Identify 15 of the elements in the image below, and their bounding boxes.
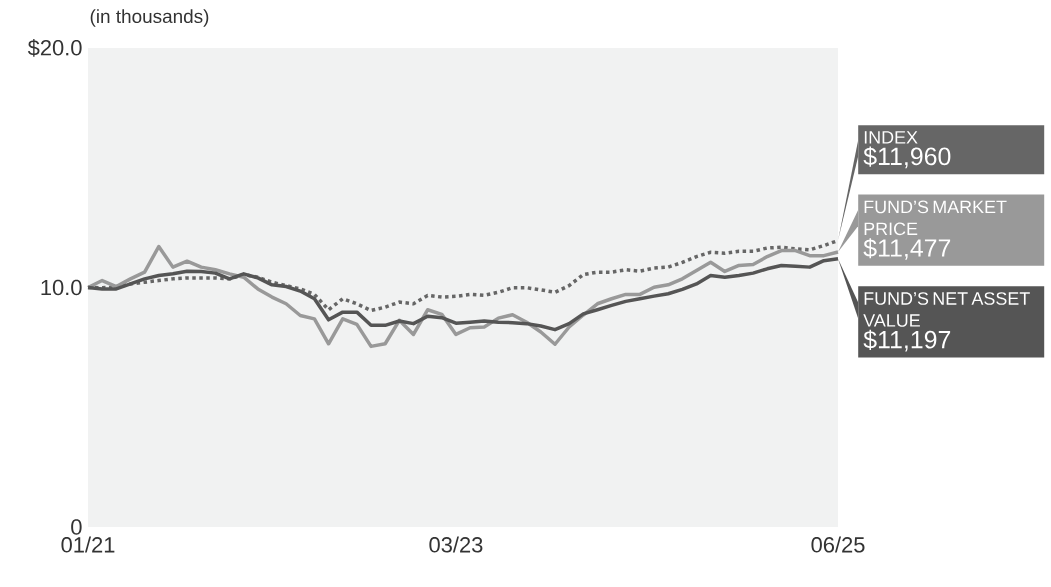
y-tick-label: 0 [71,519,82,535]
x-tick-label: 01/21 [61,536,115,553]
annotation: $11,197 [863,329,951,352]
annotation: $11,960 [863,146,951,169]
y-tick-label: $20.0 [27,39,82,57]
y-axis-title: (in thousands) [90,9,209,27]
annotation: $11,477 [863,238,951,260]
series-label: FUND’S MARKET PRICE [864,200,1007,236]
line-series [86,244,840,349]
y-tick-label: 10.0 [41,279,82,296]
line-series [86,256,840,332]
text: INDEX [864,131,918,144]
x-tick-label: 06/25 [811,536,865,553]
text: FUND’S NET ASSET VALUE [863,292,1030,327]
x-tick-label: 03/23 [429,536,483,553]
